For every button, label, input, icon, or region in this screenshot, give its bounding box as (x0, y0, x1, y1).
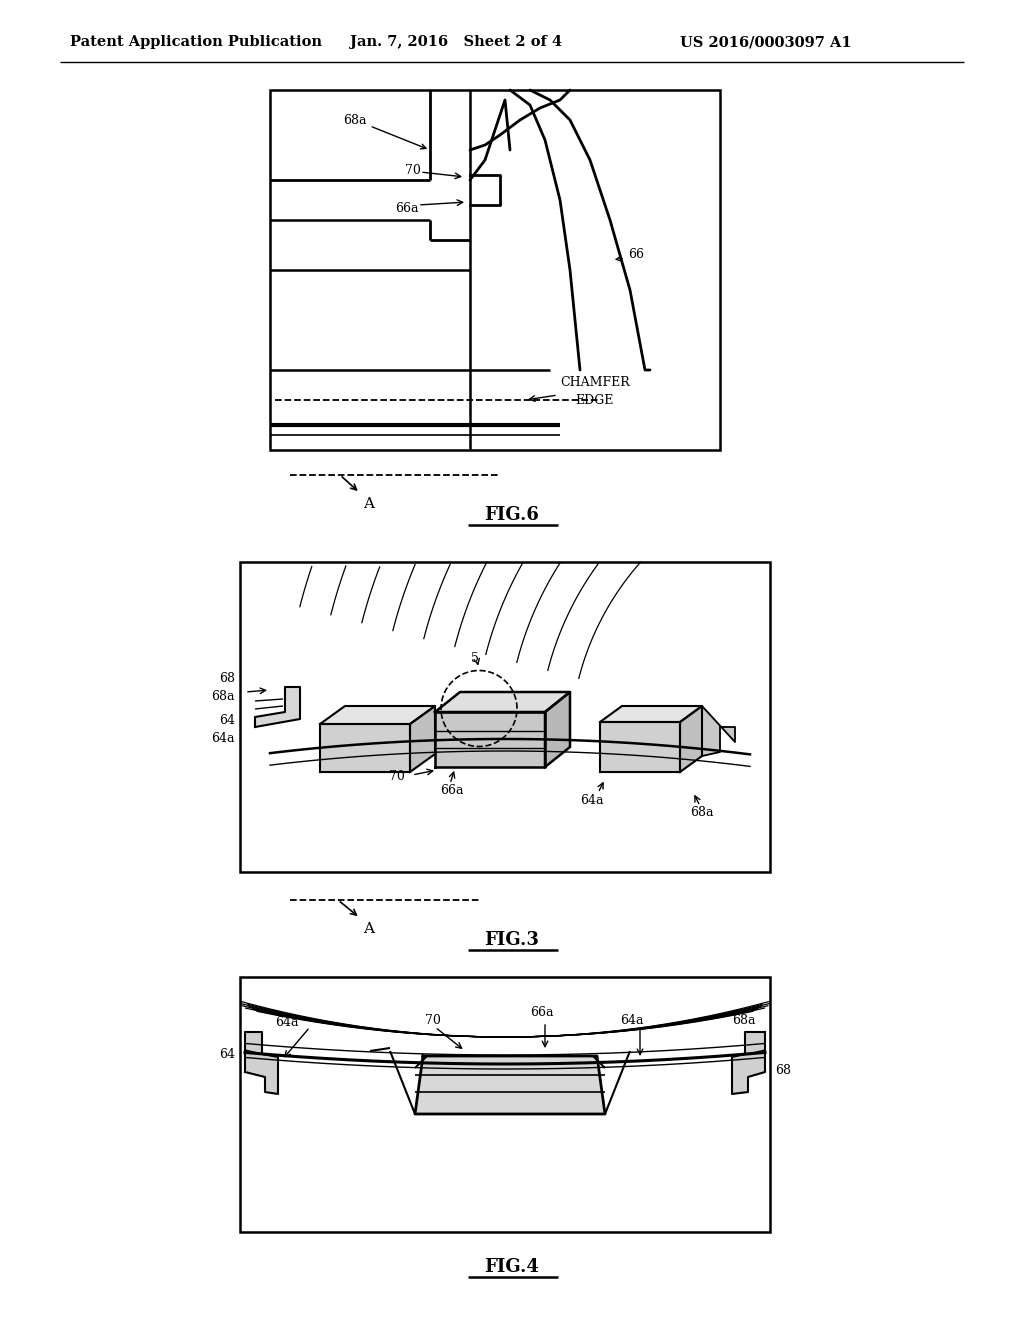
Text: 64: 64 (219, 1048, 234, 1060)
Text: 64a: 64a (212, 733, 234, 746)
Bar (240, 562, 770, 873)
Text: US 2016/0003097 A1: US 2016/0003097 A1 (680, 36, 852, 49)
Polygon shape (732, 1032, 765, 1094)
Polygon shape (600, 722, 680, 772)
Text: 68: 68 (219, 672, 234, 685)
Text: 68a: 68a (343, 114, 426, 149)
Text: 64a: 64a (580, 793, 603, 807)
Polygon shape (680, 706, 702, 772)
Text: EDGE: EDGE (575, 393, 613, 407)
Polygon shape (245, 1032, 278, 1094)
Polygon shape (702, 706, 735, 756)
Polygon shape (600, 706, 702, 722)
Polygon shape (415, 1056, 605, 1114)
Polygon shape (435, 711, 545, 767)
Text: 66a: 66a (530, 1006, 554, 1019)
Text: CHAMFER: CHAMFER (560, 375, 630, 388)
Polygon shape (435, 692, 570, 711)
Text: 68a: 68a (732, 1014, 756, 1027)
Text: 68a: 68a (212, 690, 234, 704)
Polygon shape (319, 706, 435, 723)
Text: 64a: 64a (620, 1014, 643, 1027)
Text: Jan. 7, 2016   Sheet 2 of 4: Jan. 7, 2016 Sheet 2 of 4 (350, 36, 562, 49)
Polygon shape (255, 686, 300, 727)
Text: 64a: 64a (275, 1015, 299, 1028)
Text: 70: 70 (425, 1014, 441, 1027)
Text: 5: 5 (471, 652, 479, 665)
Text: 66: 66 (628, 248, 644, 261)
Text: A: A (362, 921, 374, 936)
Text: 70: 70 (389, 771, 406, 784)
Text: 68a: 68a (690, 805, 714, 818)
Text: 66a: 66a (440, 784, 464, 796)
Text: 66a: 66a (395, 202, 419, 214)
Text: A: A (362, 498, 374, 511)
Text: 70: 70 (406, 164, 421, 177)
Text: 68: 68 (775, 1064, 791, 1077)
Polygon shape (545, 692, 570, 767)
Polygon shape (410, 706, 435, 772)
Bar (240, 977, 770, 1232)
Text: 64: 64 (219, 714, 234, 726)
Text: FIG.3: FIG.3 (484, 931, 540, 949)
Bar (270, 90, 720, 450)
Text: Patent Application Publication: Patent Application Publication (70, 36, 322, 49)
Polygon shape (319, 723, 410, 772)
Text: FIG.6: FIG.6 (484, 506, 540, 524)
Text: FIG.4: FIG.4 (484, 1258, 540, 1276)
